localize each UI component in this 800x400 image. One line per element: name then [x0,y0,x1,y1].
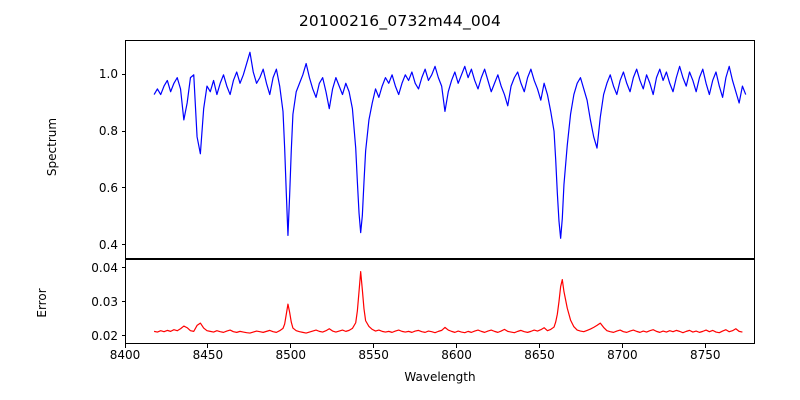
x-tick-label: 8700 [607,348,638,362]
x-tick-label: 8400 [109,348,141,362]
x-axis-label: Wavelength [404,370,476,384]
x-tick-mark [373,344,375,348]
y-tick-mark [121,267,125,269]
y-tick-label: 1.0 [98,67,118,82]
x-tick-label: 8550 [358,348,389,362]
y-tick-mark [121,244,125,246]
y-tick-mark [121,73,125,75]
y-tick-label: 0.4 [98,237,118,252]
x-tick-label: 8450 [192,348,224,362]
x-tick-mark [704,344,706,348]
spectrum-line [154,52,746,238]
x-tick-mark [456,344,458,348]
y-tick-mark [121,187,125,189]
error-plot-panel [125,259,755,344]
y-tick-label: 0.04 [91,260,118,275]
error-y-axis-label: Error [35,288,49,318]
chart-title: 20100216_0732m44_004 [298,12,502,30]
spectrum-plot-panel [125,40,755,259]
x-tick-mark [207,344,209,348]
x-tick-mark [621,344,623,348]
x-tick-mark [124,344,126,348]
x-tick-label: 8500 [275,348,307,362]
y-tick-mark [121,130,125,132]
x-tick-mark [290,344,292,348]
y-tick-label: 0.03 [91,294,118,309]
error-series-svg [126,260,754,343]
y-tick-mark [121,301,125,303]
y-tick-label: 0.6 [98,180,118,195]
x-tick-label: 8750 [689,348,721,362]
y-tick-mark [121,335,125,337]
x-tick-label: 8600 [441,348,472,362]
spectrum-y-axis-label: Spectrum [45,117,59,177]
y-tick-label: 0.02 [91,328,118,343]
y-tick-label: 0.8 [98,124,118,138]
x-tick-mark [538,344,541,348]
error-line [154,272,742,333]
x-tick-label: 8650 [524,348,555,362]
spectrum-series-svg [126,41,754,258]
